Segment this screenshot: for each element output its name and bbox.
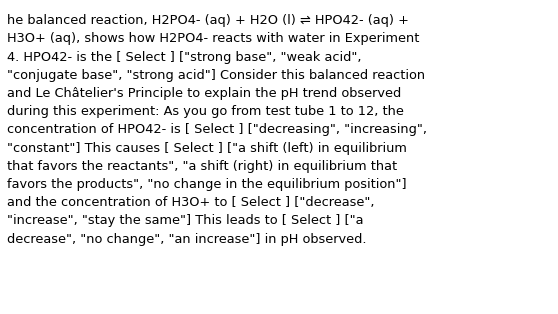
Text: he balanced reaction, H2PO4- (aq) + H2O (l) ⇌ HPO42- (aq) +
H3O+ (aq), shows how: he balanced reaction, H2PO4- (aq) + H2O … [7,14,427,246]
